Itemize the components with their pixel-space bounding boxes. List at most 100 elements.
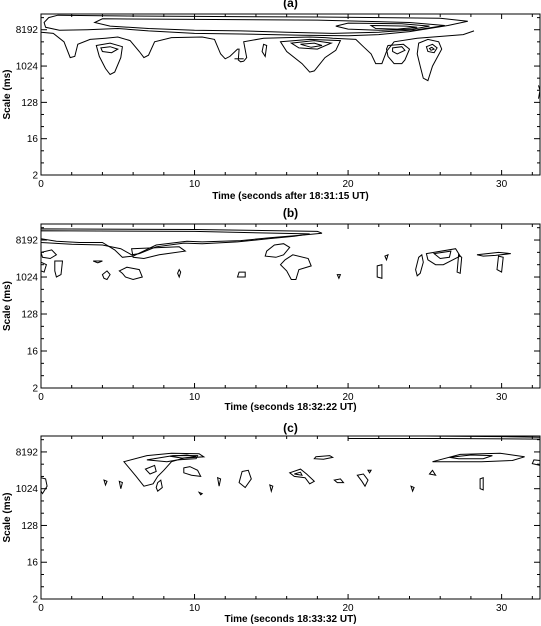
x-tick-label: 30 — [496, 179, 508, 190]
x-axis-label: Time (seconds after 18:31:15 UT) — [212, 191, 369, 202]
x-tick-label: 20 — [343, 179, 355, 190]
y-tick-label: 1024 — [16, 273, 39, 284]
contour-line — [41, 261, 48, 273]
contour-line — [131, 246, 187, 260]
contour-line — [41, 228, 323, 258]
y-axis-label: Scale (ms) — [2, 69, 13, 119]
contour-line — [300, 42, 323, 48]
contour-line — [279, 38, 342, 73]
y-axis-label: Scale (ms) — [2, 281, 13, 331]
contour-line — [155, 479, 163, 493]
x-tick-label: 10 — [189, 603, 201, 614]
contour-line — [456, 253, 463, 275]
contour-line — [169, 454, 197, 459]
panel-1: (a) 0 10 20 30 2 16 128 1024 8192 Time (seconds af… — [2, 0, 541, 202]
y-tick-label: 8192 — [16, 447, 39, 458]
contour-line — [261, 43, 268, 58]
contour-line — [103, 479, 108, 487]
y-axis-label: Scale (ms) — [2, 492, 13, 542]
y-tick-label: 1024 — [16, 62, 39, 73]
y-tick-label: 128 — [21, 310, 38, 321]
x-tick-label: 10 — [189, 179, 201, 190]
contour-line — [93, 18, 445, 34]
contour-line — [538, 85, 540, 99]
contour-line — [415, 253, 424, 277]
y-tick-label: 128 — [21, 98, 38, 109]
x-tick-label: 30 — [496, 603, 508, 614]
contour-line — [313, 455, 335, 460]
y-tick-label: 8192 — [16, 236, 39, 247]
contour-line — [264, 243, 291, 258]
contour-line — [449, 454, 493, 460]
contour-line — [41, 249, 58, 260]
contour-line — [425, 43, 438, 54]
contour-line — [100, 46, 120, 54]
contour-line — [279, 254, 312, 280]
contour-line — [356, 473, 369, 488]
contour-line — [385, 43, 411, 65]
contour-line — [41, 230, 310, 256]
contour-line — [269, 484, 274, 494]
contour-line — [333, 478, 345, 484]
contour-line — [118, 480, 123, 489]
x-tick-label: 0 — [38, 392, 44, 403]
contour-line — [410, 485, 415, 493]
contour-line — [428, 469, 437, 476]
plot-frame — [40, 13, 541, 176]
contour-line — [384, 253, 389, 262]
contour-line — [531, 459, 540, 466]
y-tick-label: 2 — [32, 384, 38, 395]
contour-line — [41, 477, 48, 495]
contour-line — [236, 271, 246, 278]
y-tick-label: 16 — [27, 134, 39, 145]
x-tick-label: 0 — [38, 603, 44, 614]
x-tick-label: 20 — [343, 392, 355, 403]
y-tick-label: 16 — [27, 347, 39, 358]
y-tick-label: 2 — [32, 595, 38, 606]
contour-line — [54, 260, 64, 278]
y-tick-label: 16 — [27, 558, 39, 569]
contour-line — [183, 466, 202, 478]
panel-title: (a) — [283, 0, 298, 10]
contour-line — [101, 270, 111, 281]
x-axis-label: Time (seconds 18:32:22 UT) — [224, 402, 356, 413]
panel-3: (c) 0 10 20 30 2 16 128 1024 8192 Time (seconds 18… — [2, 421, 541, 625]
contour-line — [428, 46, 436, 51]
contour-line — [392, 46, 406, 55]
panel-title: (c) — [283, 421, 298, 435]
contour-line — [348, 438, 540, 440]
contour-line — [197, 491, 204, 496]
x-tick-label: 10 — [189, 392, 201, 403]
x-tick-label: 0 — [38, 179, 44, 190]
y-tick-label: 1024 — [16, 484, 39, 495]
y-tick-label: 128 — [21, 521, 38, 532]
contour-line — [335, 22, 430, 31]
contour-group — [41, 228, 511, 281]
contour-line — [432, 452, 525, 463]
contour-line — [432, 250, 452, 260]
contour-line — [476, 251, 511, 257]
x-axis-label: Time (seconds 18:33:32 UT) — [224, 614, 356, 625]
y-tick-label: 2 — [32, 171, 38, 182]
y-tick-label: 8192 — [16, 25, 39, 36]
contour-line — [95, 42, 123, 76]
contour-line — [216, 476, 222, 487]
contour-line — [41, 30, 475, 65]
contour-group — [41, 14, 540, 99]
contour-line — [123, 452, 206, 487]
contour-line — [144, 464, 157, 475]
contour-line — [336, 274, 342, 280]
x-tick-label: 30 — [496, 392, 508, 403]
contour-line — [416, 38, 443, 82]
contour-line — [376, 264, 383, 279]
contour-line — [177, 268, 182, 279]
contour-line — [294, 471, 303, 476]
contour-line — [425, 248, 461, 266]
contour-line — [496, 255, 504, 273]
contour-group — [41, 436, 540, 496]
contour-line — [93, 260, 103, 264]
contour-line — [118, 266, 143, 281]
contour-line — [238, 469, 252, 489]
plot-frame — [40, 435, 541, 600]
contour-line — [289, 40, 334, 50]
